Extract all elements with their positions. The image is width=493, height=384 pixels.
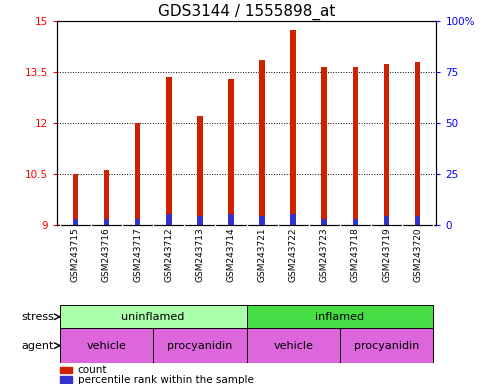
- Bar: [135, 123, 141, 225]
- Bar: [197, 116, 203, 225]
- Bar: [352, 218, 358, 225]
- Text: GSM243712: GSM243712: [164, 227, 173, 282]
- Text: uninflamed: uninflamed: [121, 312, 185, 322]
- Text: percentile rank within the sample: percentile rank within the sample: [77, 375, 253, 384]
- Text: GSM243720: GSM243720: [413, 227, 422, 282]
- Text: vehicle: vehicle: [273, 341, 313, 351]
- Text: procyanidin: procyanidin: [354, 341, 419, 351]
- Bar: [415, 217, 421, 225]
- Bar: [166, 77, 172, 225]
- Text: GSM243715: GSM243715: [71, 227, 80, 282]
- Text: GSM243721: GSM243721: [257, 227, 267, 282]
- Text: GSM243719: GSM243719: [382, 227, 391, 282]
- Bar: [259, 217, 265, 225]
- Bar: [60, 305, 246, 328]
- Text: GSM243716: GSM243716: [102, 227, 111, 282]
- Bar: [61, 367, 72, 373]
- Text: GSM243723: GSM243723: [320, 227, 329, 282]
- Bar: [246, 305, 433, 328]
- Text: GSM243722: GSM243722: [289, 227, 298, 281]
- Text: agent: agent: [22, 341, 54, 351]
- Text: stress: stress: [21, 312, 54, 322]
- Text: vehicle: vehicle: [87, 341, 126, 351]
- Bar: [104, 218, 109, 225]
- Bar: [321, 67, 327, 225]
- Bar: [228, 79, 234, 225]
- Text: count: count: [77, 365, 107, 375]
- Bar: [290, 215, 296, 225]
- Bar: [72, 174, 78, 225]
- Bar: [340, 328, 433, 363]
- Text: GSM243718: GSM243718: [351, 227, 360, 282]
- Text: procyanidin: procyanidin: [167, 341, 233, 351]
- Bar: [228, 215, 234, 225]
- Bar: [72, 218, 78, 225]
- Bar: [61, 376, 72, 383]
- Text: GSM243714: GSM243714: [226, 227, 236, 282]
- Text: GSM243717: GSM243717: [133, 227, 142, 282]
- Bar: [415, 62, 421, 225]
- Text: inflamed: inflamed: [316, 312, 364, 322]
- Bar: [352, 67, 358, 225]
- Bar: [166, 215, 172, 225]
- Bar: [246, 328, 340, 363]
- Bar: [153, 328, 246, 363]
- Bar: [197, 217, 203, 225]
- Bar: [384, 217, 389, 225]
- Bar: [321, 218, 327, 225]
- Bar: [104, 170, 109, 225]
- Text: GSM243713: GSM243713: [195, 227, 204, 282]
- Bar: [60, 328, 153, 363]
- Bar: [384, 63, 389, 225]
- Bar: [135, 218, 141, 225]
- Title: GDS3144 / 1555898_at: GDS3144 / 1555898_at: [158, 3, 335, 20]
- Bar: [290, 30, 296, 225]
- Bar: [259, 60, 265, 225]
